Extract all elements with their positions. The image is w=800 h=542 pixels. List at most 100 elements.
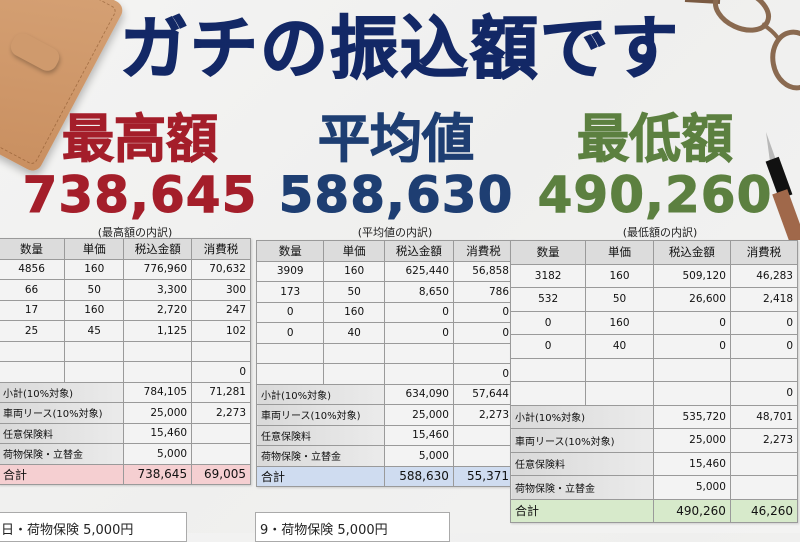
header-tax: 消費税 [729, 240, 799, 265]
cell: 0 [452, 363, 515, 385]
summary-label: 小計(10%対象) [510, 404, 654, 429]
cell [123, 361, 193, 383]
summary-tax: 71,281 [191, 381, 251, 403]
cell: 40 [323, 322, 385, 344]
header-amount: 税込金額 [123, 238, 193, 260]
cell: 0 [729, 381, 799, 406]
summary-tax: 48,701 [729, 404, 799, 429]
cell: 40 [585, 334, 654, 359]
table-header-row: 数量 単価 税込金額 消費税 [0, 238, 251, 260]
cell: 56,858 [452, 260, 515, 282]
summary-row-insurance: 任意保険料 15,460 [510, 451, 799, 476]
cell [191, 340, 251, 362]
stat-min: 最低額 490,260 [535, 110, 775, 224]
stat-avg-label: 平均値 [317, 110, 474, 170]
summary-amount: 784,105 [123, 381, 193, 403]
summary-row-insurance: 任意保険料 15,460 [256, 424, 515, 446]
summary-label: 任意保険料 [256, 424, 385, 446]
header-amount: 税込金額 [383, 240, 454, 262]
cell: 160 [323, 260, 385, 282]
cell [383, 342, 454, 364]
summary-amount: 25,000 [383, 404, 454, 426]
summary-amount: 15,460 [652, 451, 731, 476]
table-row: 0 [255, 363, 515, 385]
total-row: 合計 588,630 55,371 [256, 465, 515, 487]
stat-min-value: 490,260 [537, 166, 773, 224]
total-tax: 46,260 [729, 498, 799, 523]
summary-label: 小計(10%対象) [0, 381, 125, 403]
fountain-pen-photo [765, 132, 800, 240]
table-row: 66 50 3,300 300 [0, 279, 251, 301]
summary-label: 荷物保険・立替金 [256, 445, 385, 467]
summary-label: 任意保険料 [0, 422, 125, 444]
summary-amount: 15,460 [383, 424, 454, 446]
cell: 776,960 [123, 258, 193, 280]
cell: 102 [191, 320, 251, 342]
cell: 0 [729, 334, 799, 359]
summary-label: 車両リース(10%対象) [256, 404, 385, 426]
table-row: 4856 160 776,960 70,632 [0, 258, 251, 280]
total-label: 合計 [256, 465, 385, 487]
summary-label: 荷物保険・立替金 [0, 443, 125, 465]
stat-min-label: 最低額 [576, 110, 733, 170]
summary-row-cargo: 荷物保険・立替金 5,000 [0, 443, 251, 465]
cell [383, 363, 454, 385]
header-unit-price: 単価 [64, 238, 125, 260]
cell [64, 340, 125, 362]
cell: 0 [255, 301, 325, 323]
cell [0, 340, 66, 362]
table-header-row: 数量 単価 税込金額 消費税 [255, 240, 515, 262]
breakdown-table-avg: 数量 単価 税込金額 消費税 3909 160 625,440 56,858 173 5… [255, 240, 515, 487]
table-row: 173 50 8,650 786 [255, 281, 515, 303]
header-qty: 数量 [255, 240, 325, 262]
cell: 8,650 [383, 281, 454, 303]
header-unit-price: 単価 [585, 240, 654, 265]
table-row: 0 40 0 0 [509, 334, 799, 359]
breakdown-table-max: 数量 単価 税込金額 消費税 4856 160 776,960 70,632 66 50… [0, 238, 251, 485]
cell [585, 381, 654, 406]
caption-min: (最低額の内訳) [622, 226, 698, 239]
summary-row-vehicle-lease: 車両リース(10%対象) 25,000 2,273 [510, 428, 799, 453]
cell: 4856 [0, 258, 66, 280]
cell: 50 [64, 279, 125, 301]
summary-tax: 2,273 [452, 404, 515, 426]
table-row [255, 342, 515, 364]
summary-row-subtotal: 小計(10%対象) 784,105 71,281 [0, 381, 251, 403]
summary-amount: 25,000 [652, 428, 731, 453]
summary-tax: 2,273 [191, 402, 251, 424]
summary-amount: 634,090 [383, 383, 454, 405]
note-box-2: 9・荷物保険 5,000円 [255, 512, 450, 542]
summary-row-subtotal: 小計(10%対象) 535,720 48,701 [510, 404, 799, 429]
cell: 50 [585, 287, 654, 312]
summary-amount: 15,460 [123, 422, 193, 444]
header-tax: 消費税 [452, 240, 515, 262]
cell [652, 357, 731, 382]
cell: 625,440 [383, 260, 454, 282]
table-row: 0 [0, 361, 251, 383]
header-amount: 税込金額 [652, 240, 731, 265]
table-header-row: 数量 単価 税込金額 消費税 [509, 240, 799, 265]
total-amount: 490,260 [652, 498, 731, 523]
cell: 45 [64, 320, 125, 342]
table-row: 0 160 0 0 [509, 310, 799, 335]
summary-amount: 535,720 [652, 404, 731, 429]
summary-label: 荷物保険・立替金 [510, 475, 654, 500]
summary-tax [729, 451, 799, 476]
total-amount: 738,645 [123, 463, 193, 485]
cell: 160 [585, 310, 654, 335]
cell: 0 [652, 310, 731, 335]
cell: 66 [0, 279, 66, 301]
summary-tax: 57,644 [452, 383, 515, 405]
stat-max-label: 最高額 [61, 110, 218, 170]
cell: 160 [64, 258, 125, 280]
table-row: 3182 160 509,120 46,283 [509, 263, 799, 288]
table-row: 17 160 2,720 247 [0, 299, 251, 321]
cell: 0 [383, 301, 454, 323]
cell: 300 [191, 279, 251, 301]
cell: 0 [509, 310, 587, 335]
cell: 532 [509, 287, 587, 312]
table-row: 25 45 1,125 102 [0, 320, 251, 342]
table-row [509, 357, 799, 382]
cell: 17 [0, 299, 66, 321]
cell: 0 [255, 322, 325, 344]
